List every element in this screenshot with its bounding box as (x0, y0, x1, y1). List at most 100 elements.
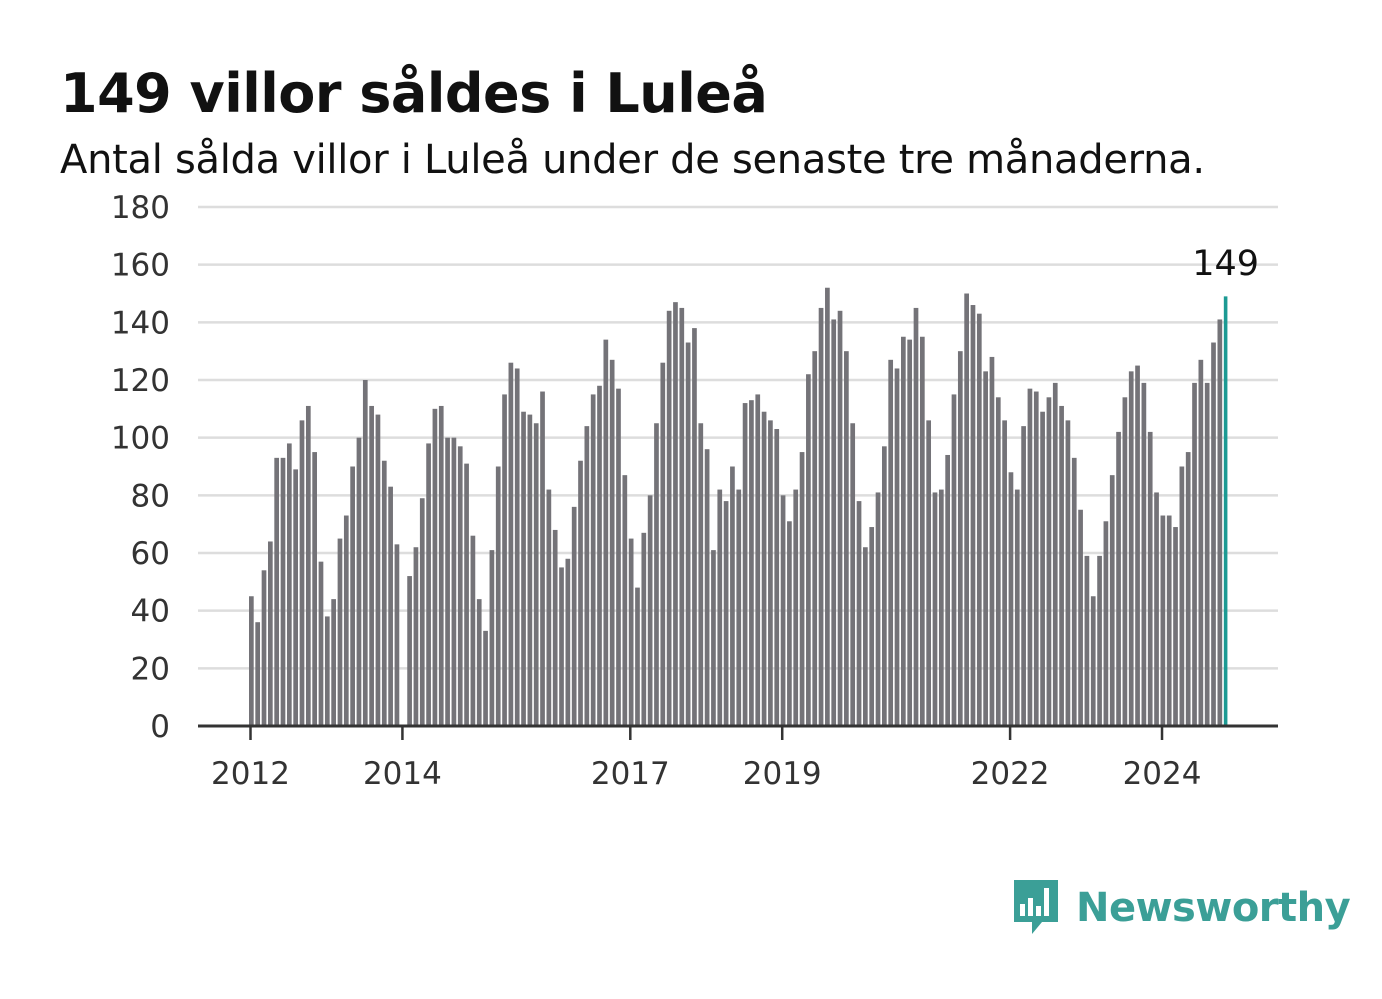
bar (685, 342, 691, 726)
bar (1090, 596, 1096, 726)
bar (692, 328, 697, 726)
bar (1084, 555, 1090, 726)
bar (654, 423, 659, 726)
bar (913, 307, 919, 726)
bar (793, 489, 799, 726)
bar (679, 307, 685, 726)
bar (375, 414, 381, 726)
bar (324, 616, 330, 726)
bar (717, 489, 723, 726)
newsworthy-logo[interactable]: Newsworthy (1010, 876, 1351, 940)
bar (470, 535, 476, 726)
bar (483, 630, 488, 726)
bar (502, 394, 507, 726)
bar (1217, 319, 1223, 726)
bar (495, 466, 501, 726)
y-tick-label: 40 (131, 594, 170, 630)
bars (249, 287, 1228, 726)
bar (388, 486, 393, 726)
bar (1160, 515, 1166, 726)
bar (888, 359, 894, 726)
bar (1008, 472, 1014, 726)
bar (1141, 382, 1147, 726)
bar (919, 336, 925, 726)
bar (1027, 388, 1033, 726)
bar (603, 339, 609, 726)
x-tick-label: 2022 (971, 756, 1050, 792)
bar (394, 544, 400, 726)
bar (995, 397, 1001, 726)
bar (1033, 391, 1039, 726)
bar (1211, 342, 1216, 726)
bar (736, 489, 742, 726)
bar (894, 368, 900, 726)
x-axis-labels: 2012 2014 2017 2019 2022 2024 (211, 756, 1201, 792)
bar (1002, 420, 1007, 726)
chart-subtitle: Antal sålda villor i Luleå under de sena… (60, 137, 1205, 183)
y-tick-label: 100 (111, 421, 170, 457)
bar (1021, 426, 1026, 726)
bar (419, 498, 425, 726)
bar (907, 339, 913, 726)
bar (875, 492, 881, 726)
bar (293, 469, 299, 726)
bar (489, 550, 495, 726)
y-tick-label: 20 (131, 651, 170, 687)
x-tick-label: 2017 (591, 756, 670, 792)
bar (856, 501, 862, 726)
bar (850, 423, 856, 726)
bar (951, 394, 957, 726)
bar (451, 437, 457, 726)
bar (280, 457, 286, 726)
bar (1040, 411, 1045, 726)
bar (983, 371, 988, 726)
bar (660, 362, 666, 726)
bar (806, 374, 811, 726)
bar (945, 454, 950, 726)
bar (1052, 382, 1058, 726)
bar (755, 394, 761, 726)
bar (673, 302, 678, 726)
bar (445, 437, 450, 726)
x-tick-label: 2024 (1123, 756, 1202, 792)
bar (723, 501, 729, 726)
last-value-annotation: 149 (1192, 244, 1259, 284)
bar (1128, 371, 1134, 726)
bar (1116, 431, 1121, 726)
bar (540, 391, 545, 726)
bar (628, 538, 634, 726)
bar (1014, 489, 1020, 726)
chart-title: 149 villor såldes i Luleå (60, 62, 768, 125)
bar (1109, 475, 1115, 726)
bar (622, 475, 628, 726)
bar (926, 420, 932, 726)
bar (970, 305, 976, 726)
bar (527, 414, 533, 726)
bar (774, 429, 780, 726)
bar (356, 437, 362, 726)
bar (812, 351, 818, 726)
bar (882, 446, 887, 726)
bar (261, 570, 267, 726)
bar (818, 307, 824, 726)
bar (350, 466, 355, 726)
bar (267, 541, 273, 726)
bar (369, 405, 374, 726)
bar (426, 443, 431, 726)
bar (1173, 527, 1178, 726)
bar (343, 515, 349, 726)
y-tick-label: 0 (150, 709, 170, 745)
bar (938, 489, 944, 726)
bar (799, 452, 805, 726)
bar (533, 423, 539, 726)
bar (635, 587, 640, 726)
bar (976, 313, 982, 726)
bar (318, 561, 324, 726)
brand-name: Newsworthy (1076, 885, 1351, 931)
y-tick-label: 80 (131, 478, 170, 514)
bar (274, 457, 280, 726)
bar (438, 405, 444, 726)
bar (590, 394, 596, 726)
bar (1103, 521, 1109, 726)
y-tick-label: 140 (111, 305, 170, 341)
